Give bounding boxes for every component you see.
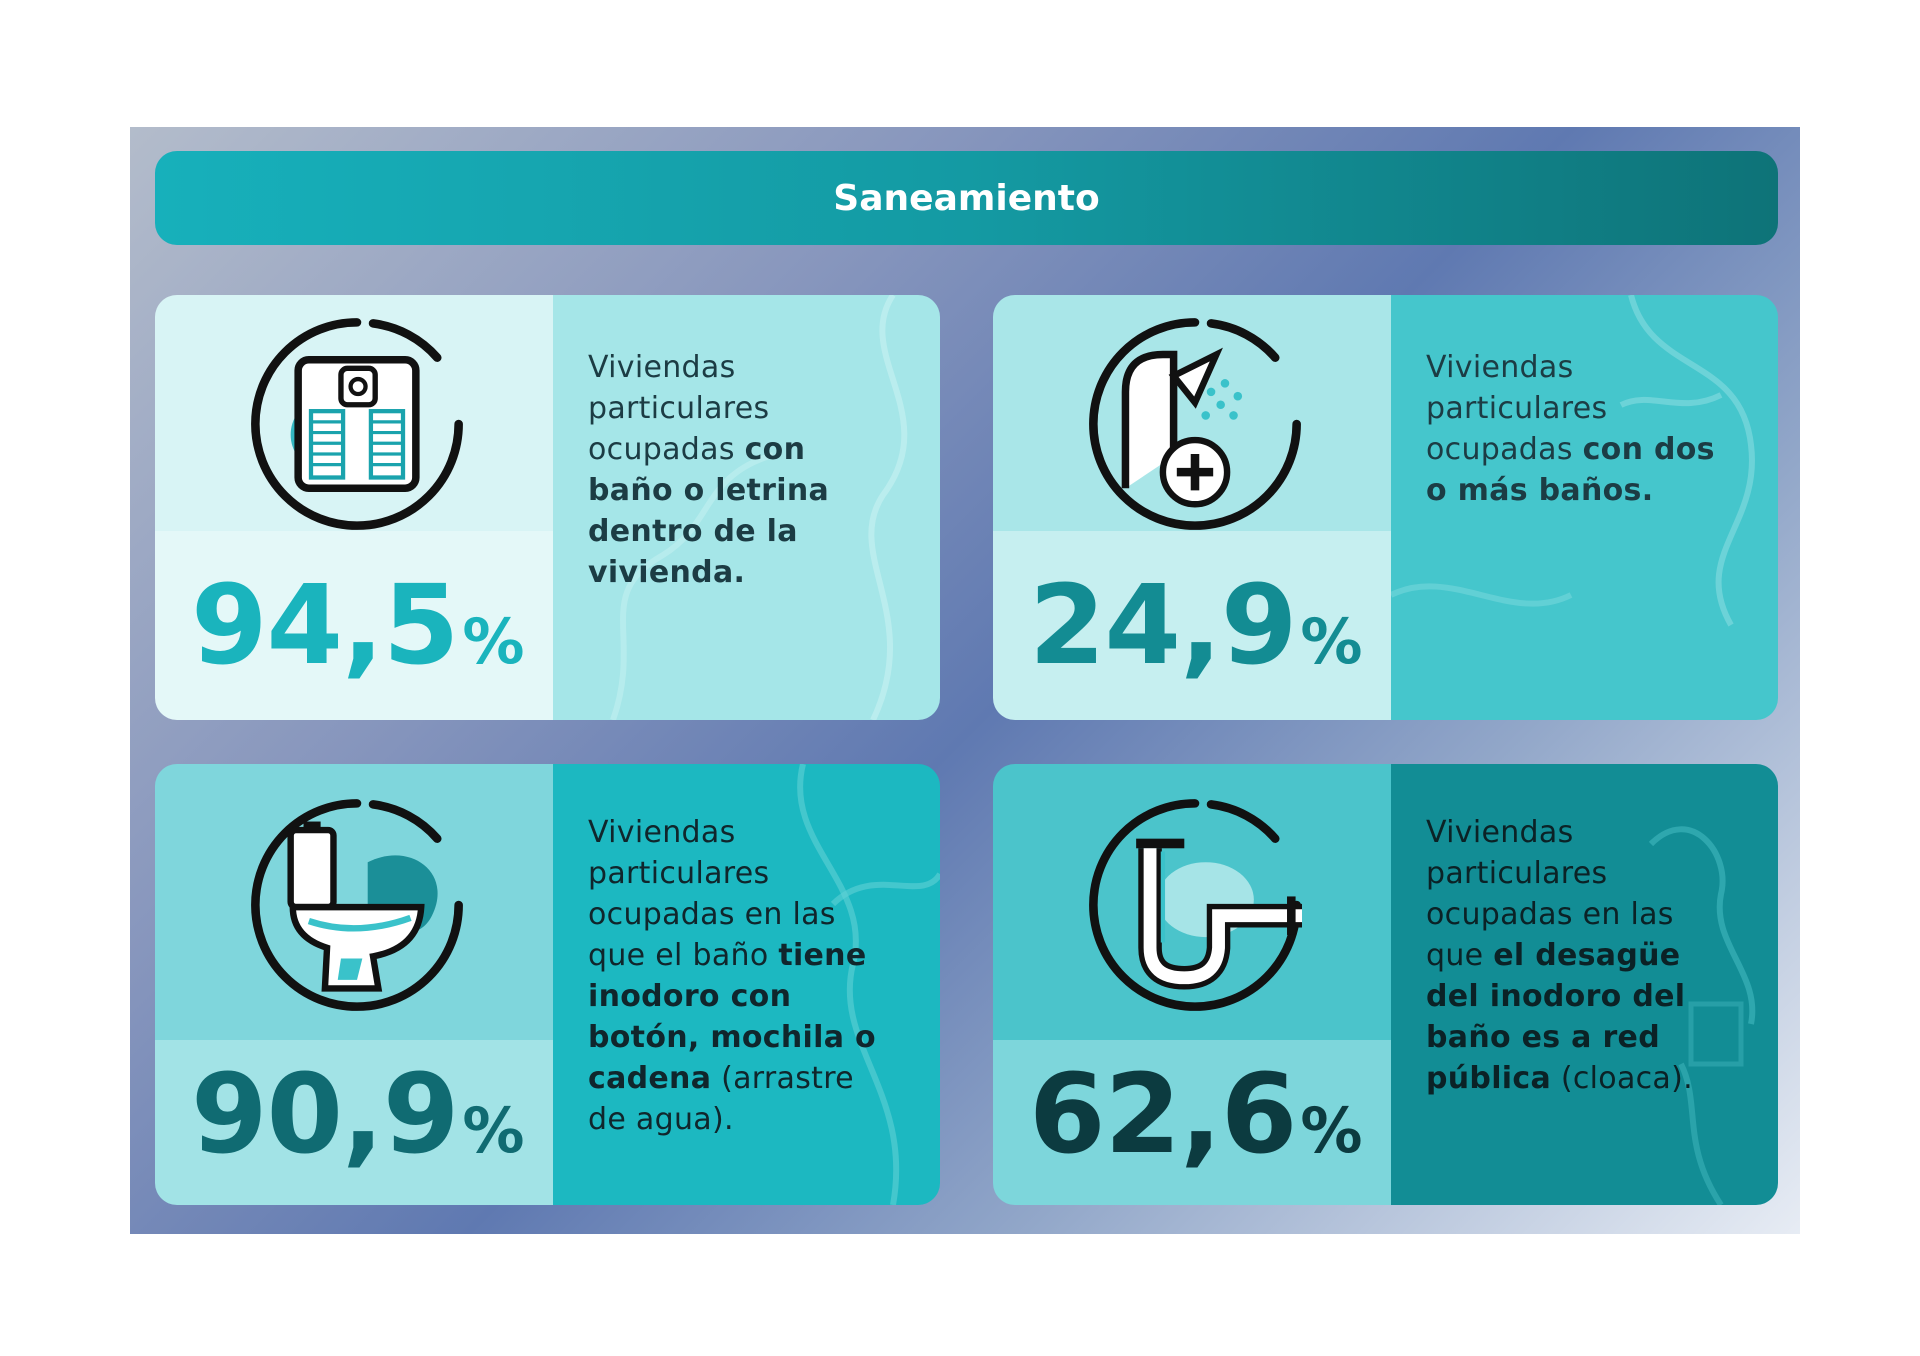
stat-card-left: 24,9% bbox=[993, 295, 1391, 720]
stat-card-right: Viviendas particulares ocupadas con baño… bbox=[553, 295, 940, 720]
desc-bold: el desagüe del inodoro del baño es a red… bbox=[1426, 938, 1686, 1096]
desc-text: Viviendas particulares ocupadas bbox=[588, 350, 770, 467]
number-area bbox=[155, 1040, 553, 1205]
stat-card-left: 94,5% bbox=[155, 295, 553, 720]
percent-sign: % bbox=[1300, 605, 1362, 678]
desc-bold: con dos o más baños. bbox=[1426, 432, 1715, 508]
stat-card-drain: 62,6% Viviendas particulares ocupadas en… bbox=[993, 764, 1778, 1205]
stat-value: 90,9% bbox=[191, 1059, 525, 1169]
stat-description: Viviendas particulares ocupadas con dos … bbox=[1426, 347, 1726, 511]
stat-card-right: Viviendas particulares ocupadas en las q… bbox=[553, 764, 940, 1205]
stat-value: 94,5% bbox=[191, 570, 525, 680]
stat-card-two-baths: 24,9% Viviendas particulares ocupadas co… bbox=[993, 295, 1778, 720]
number-area bbox=[993, 1040, 1391, 1205]
stat-number: 24,9 bbox=[1029, 561, 1297, 689]
stat-card-toilet: 90,9% Viviendas particulares ocupadas en… bbox=[155, 764, 940, 1205]
percent-sign: % bbox=[462, 605, 524, 678]
stat-card-right: Viviendas particulares ocupadas en las q… bbox=[1391, 764, 1778, 1205]
stat-description: Viviendas particulares ocupadas en las q… bbox=[1426, 812, 1726, 1099]
page-title: Saneamiento bbox=[833, 177, 1100, 219]
stat-card-left: 90,9% bbox=[155, 764, 553, 1205]
percent-sign: % bbox=[1300, 1094, 1362, 1167]
stat-description: Viviendas particulares ocupadas en las q… bbox=[588, 812, 888, 1140]
stat-card-left: 62,6% bbox=[993, 764, 1391, 1205]
saneamiento-panel: Saneamiento bbox=[130, 127, 1800, 1234]
desc-text: Viviendas particulares ocupadas en las q… bbox=[588, 815, 836, 973]
stat-number: 94,5 bbox=[191, 561, 459, 689]
stat-number: 62,6 bbox=[1029, 1050, 1297, 1178]
desc-text: Viviendas particulares ocupadas bbox=[1426, 350, 1608, 467]
stat-value: 24,9% bbox=[1029, 570, 1363, 680]
desc-text-post: (arrastre de agua). bbox=[588, 1061, 854, 1137]
stat-value: 62,6% bbox=[1029, 1059, 1363, 1169]
title-bar: Saneamiento bbox=[155, 151, 1778, 245]
desc-bold: tiene inodoro con botón, mochila o caden… bbox=[588, 938, 876, 1096]
desc-bold: con baño o letrina dentro de la vivienda… bbox=[588, 432, 830, 590]
icon-area bbox=[155, 764, 553, 1040]
shower-plus-icon bbox=[1088, 317, 1302, 531]
number-area bbox=[993, 531, 1391, 720]
stat-card-right: Viviendas particulares ocupadas con dos … bbox=[1391, 295, 1778, 720]
number-area bbox=[155, 531, 553, 720]
stat-card-bathroom: 94,5% Viviendas particulares ocupadas co… bbox=[155, 295, 940, 720]
desc-text-post: (cloaca). bbox=[1551, 1061, 1693, 1096]
stat-number: 90,9 bbox=[191, 1050, 459, 1178]
toilet-icon bbox=[250, 798, 464, 1012]
stat-description: Viviendas particulares ocupadas con baño… bbox=[588, 347, 888, 593]
bathroom-icon bbox=[250, 317, 464, 531]
percent-sign: % bbox=[462, 1094, 524, 1167]
desc-text: Viviendas particulares ocupadas en las q… bbox=[1426, 815, 1674, 973]
drain-pipe-icon bbox=[1088, 798, 1302, 1012]
